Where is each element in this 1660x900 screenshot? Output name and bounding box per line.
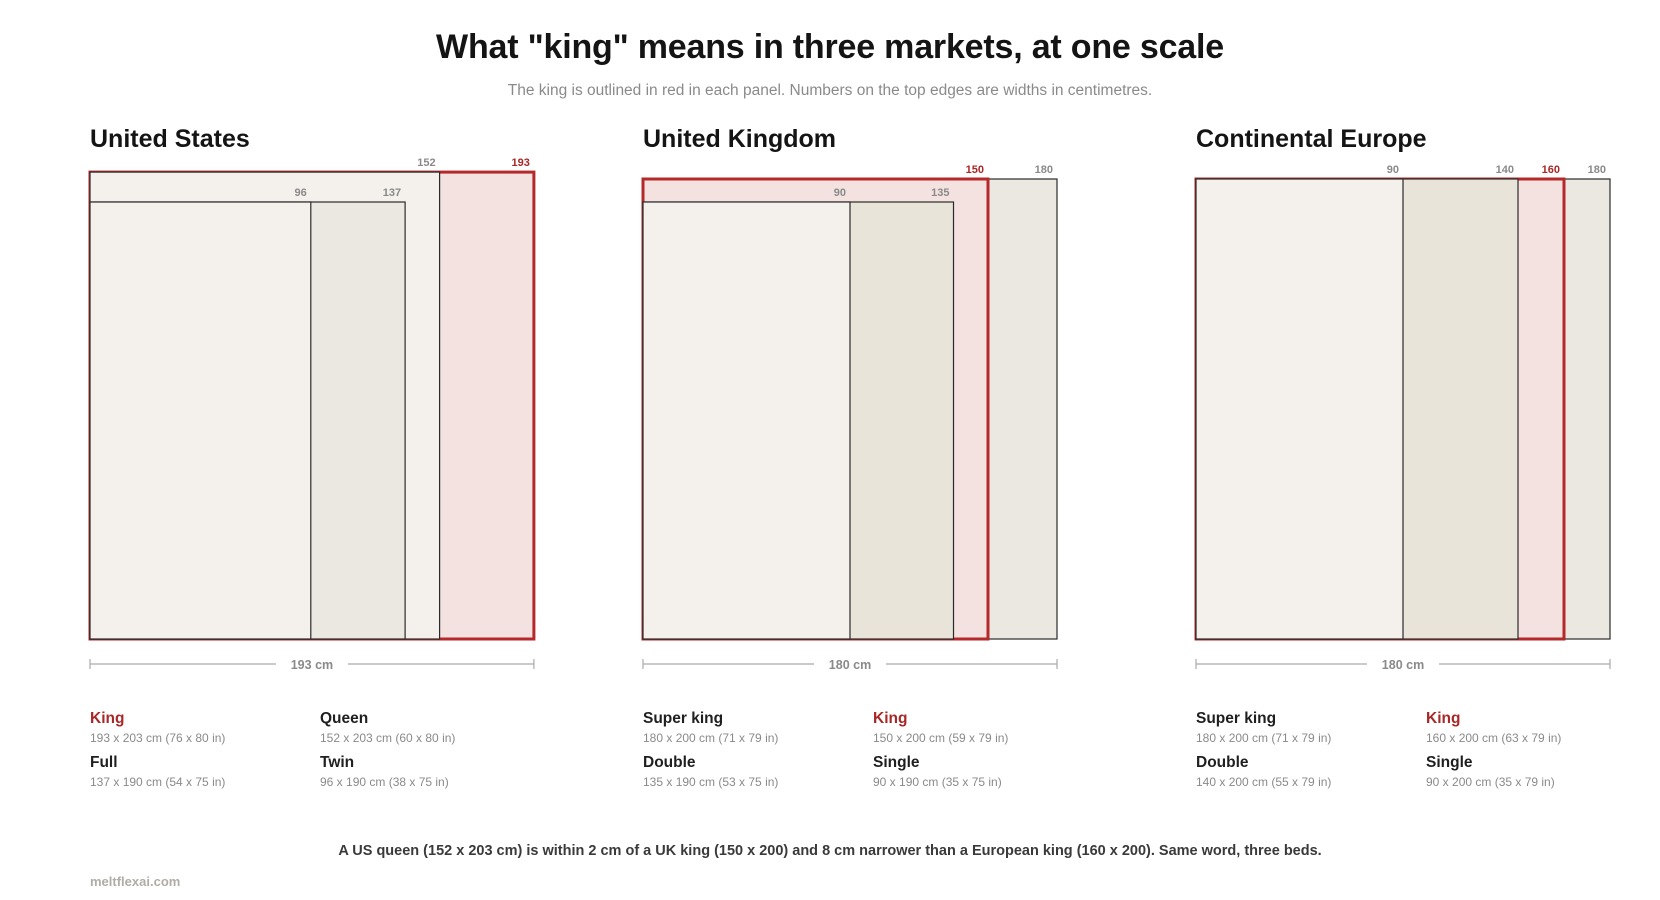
width-label-twin: 96 [295, 187, 307, 199]
legend-item-king: King 160 x 200 cm (63 x 79 in) [1426, 710, 1656, 745]
legend-item-single: Single 90 x 200 cm (35 x 79 in) [1426, 754, 1656, 789]
legend-item-dims: 150 x 200 cm (59 x 79 in) [873, 731, 1009, 745]
legend-item-dims: 90 x 190 cm (35 x 75 in) [873, 775, 1002, 789]
panel-title: United Kingdom [643, 125, 837, 153]
width-label-super-king: 180 [1035, 164, 1053, 176]
legend-item-full: Full 137 x 190 cm (54 x 75 in) [90, 754, 320, 789]
legend-item-dims: 180 x 200 cm (71 x 79 in) [1196, 731, 1332, 745]
footnote: A US queen (152 x 203 cm) is within 2 cm… [338, 843, 1322, 859]
bed-single [1195, 178, 1404, 640]
bed-diagram-continental-europe: 180 160 140 90 180 cm [1194, 164, 1611, 672]
width-label-king: 150 [966, 164, 984, 176]
legend-item-name: Double [643, 754, 696, 771]
legend-item-dims: 90 x 200 cm (35 x 79 in) [1426, 775, 1555, 789]
legend-item-name: Twin [320, 754, 355, 771]
width-label-double: 140 [1496, 164, 1514, 176]
scale-label: 180 cm [1382, 658, 1424, 672]
legend-item-dims: 193 x 203 cm (76 x 80 in) [90, 731, 226, 745]
width-label-queen: 152 [417, 157, 435, 169]
legend-item-dims: 180 x 200 cm (71 x 79 in) [643, 731, 779, 745]
scale-label: 180 cm [829, 658, 871, 672]
legend-item-name: Queen [320, 710, 369, 727]
width-label-double: 135 [931, 187, 949, 199]
legend-item-name: Single [873, 754, 920, 771]
legend-item-dims: 135 x 190 cm (53 x 75 in) [643, 775, 779, 789]
legend-item-name: King [1426, 710, 1461, 727]
page-subtitle: The king is outlined in red in each pane… [507, 82, 1153, 99]
legend-item-dims: 137 x 190 cm (54 x 75 in) [90, 775, 226, 789]
legend-item-twin: Twin 96 x 190 cm (38 x 75 in) [320, 754, 550, 789]
width-label-king: 193 [512, 157, 530, 169]
legend-item-name: Single [1426, 754, 1473, 771]
legend-united-states: King 193 x 203 cm (76 x 80 in) Queen 152… [90, 710, 560, 810]
legend-item-double: Double 140 x 200 cm (55 x 79 in) [1196, 754, 1426, 789]
legend-item-super-king: Super king 180 x 200 cm (71 x 79 in) [1196, 710, 1426, 745]
legend-item-name: Double [1196, 754, 1249, 771]
legend-item-name: King [873, 710, 908, 727]
legend-item-name: Super king [643, 710, 724, 727]
width-label-king: 160 [1542, 164, 1560, 176]
legend-item-dims: 96 x 190 cm (38 x 75 in) [320, 775, 449, 789]
legend-item-name: King [90, 710, 125, 727]
legend-item-single: Single 90 x 190 cm (35 x 75 in) [873, 754, 1103, 789]
legend-united-kingdom: Super king 180 x 200 cm (71 x 79 in) Kin… [643, 710, 1113, 810]
bed-single [642, 201, 851, 640]
legend-item-double: Double 135 x 190 cm (53 x 75 in) [643, 754, 873, 789]
bed-diagram-united-states: 193 152 137 96 193 cm [88, 157, 536, 672]
legend-item-dims: 140 x 200 cm (55 x 79 in) [1196, 775, 1332, 789]
credit: meltflexai.com [90, 874, 181, 889]
panel-continental-europe: Continental Europe 180 160 140 90 180 cm Sup… [1194, 125, 1660, 789]
panel-united-kingdom: United Kingdom 180 150 135 90 180 cm Super k… [641, 125, 1113, 789]
scale-label: 193 cm [291, 658, 333, 672]
width-label-single: 90 [1387, 164, 1399, 176]
legend-item-dims: 160 x 200 cm (63 x 79 in) [1426, 731, 1562, 745]
panel-title: United States [90, 125, 250, 153]
legend-item-king: King 150 x 200 cm (59 x 79 in) [873, 710, 1103, 745]
width-label-super-king: 180 [1588, 164, 1606, 176]
legend-item-queen: Queen 152 x 203 cm (60 x 80 in) [320, 710, 550, 745]
page-title: What "king" means in three markets, at o… [436, 28, 1224, 66]
legend-item-king: King 193 x 203 cm (76 x 80 in) [90, 710, 320, 745]
legend-continental-europe: Super king 180 x 200 cm (71 x 79 in) Kin… [1196, 710, 1660, 810]
legend-item-name: Super king [1196, 710, 1277, 727]
panel-united-states: United States 193 152 137 96 193 cm King 193… [88, 125, 560, 789]
width-label-full: 137 [383, 187, 401, 199]
bed-twin [89, 201, 312, 640]
legend-item-super-king: Super king 180 x 200 cm (71 x 79 in) [643, 710, 873, 745]
width-label-single: 90 [834, 187, 846, 199]
legend-item-dims: 152 x 203 cm (60 x 80 in) [320, 731, 456, 745]
legend-item-name: Full [90, 754, 118, 771]
bed-diagram-united-kingdom: 180 150 135 90 180 cm [641, 164, 1058, 672]
panel-title: Continental Europe [1196, 125, 1427, 153]
